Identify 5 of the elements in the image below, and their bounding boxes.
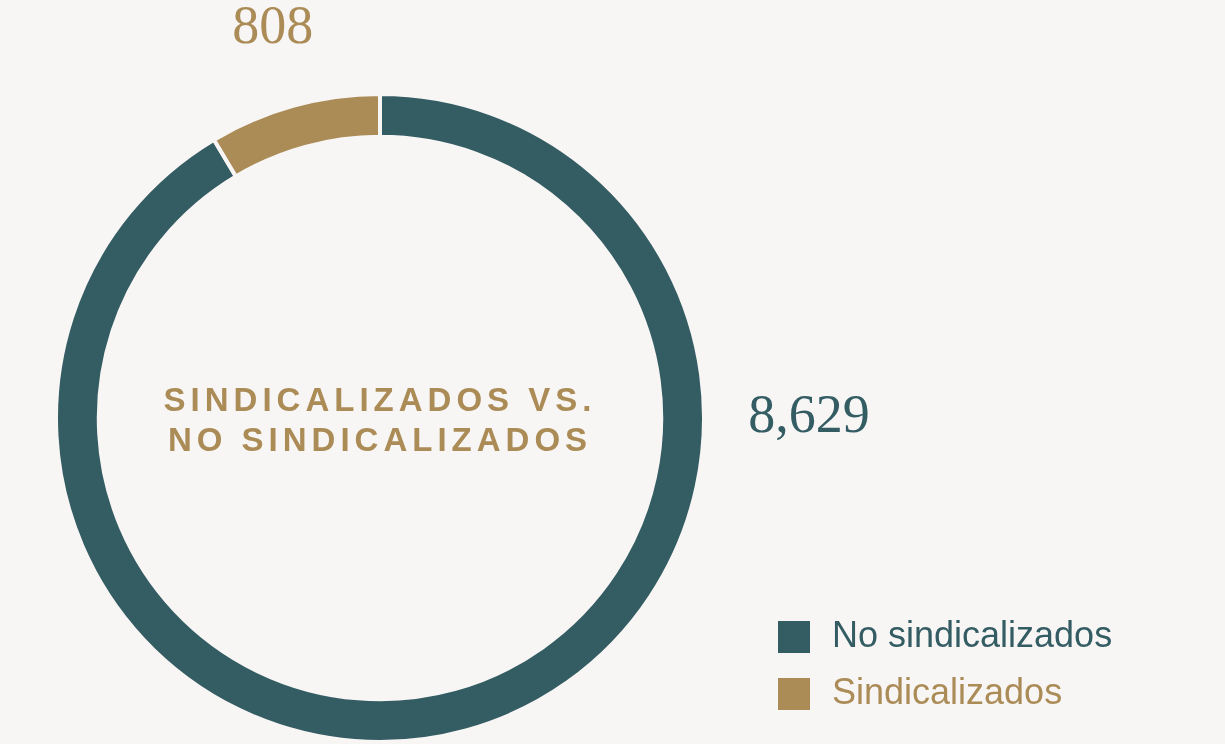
text: SINDICALIZADOS VS. NO SINDICALIZADOS <box>162 380 598 460</box>
legend-label: No sindicalizados <box>832 613 1113 655</box>
legend-label: Sindicalizados <box>832 670 1063 712</box>
data-label: 8,629 <box>748 384 870 445</box>
data-label: 808 <box>232 0 314 55</box>
